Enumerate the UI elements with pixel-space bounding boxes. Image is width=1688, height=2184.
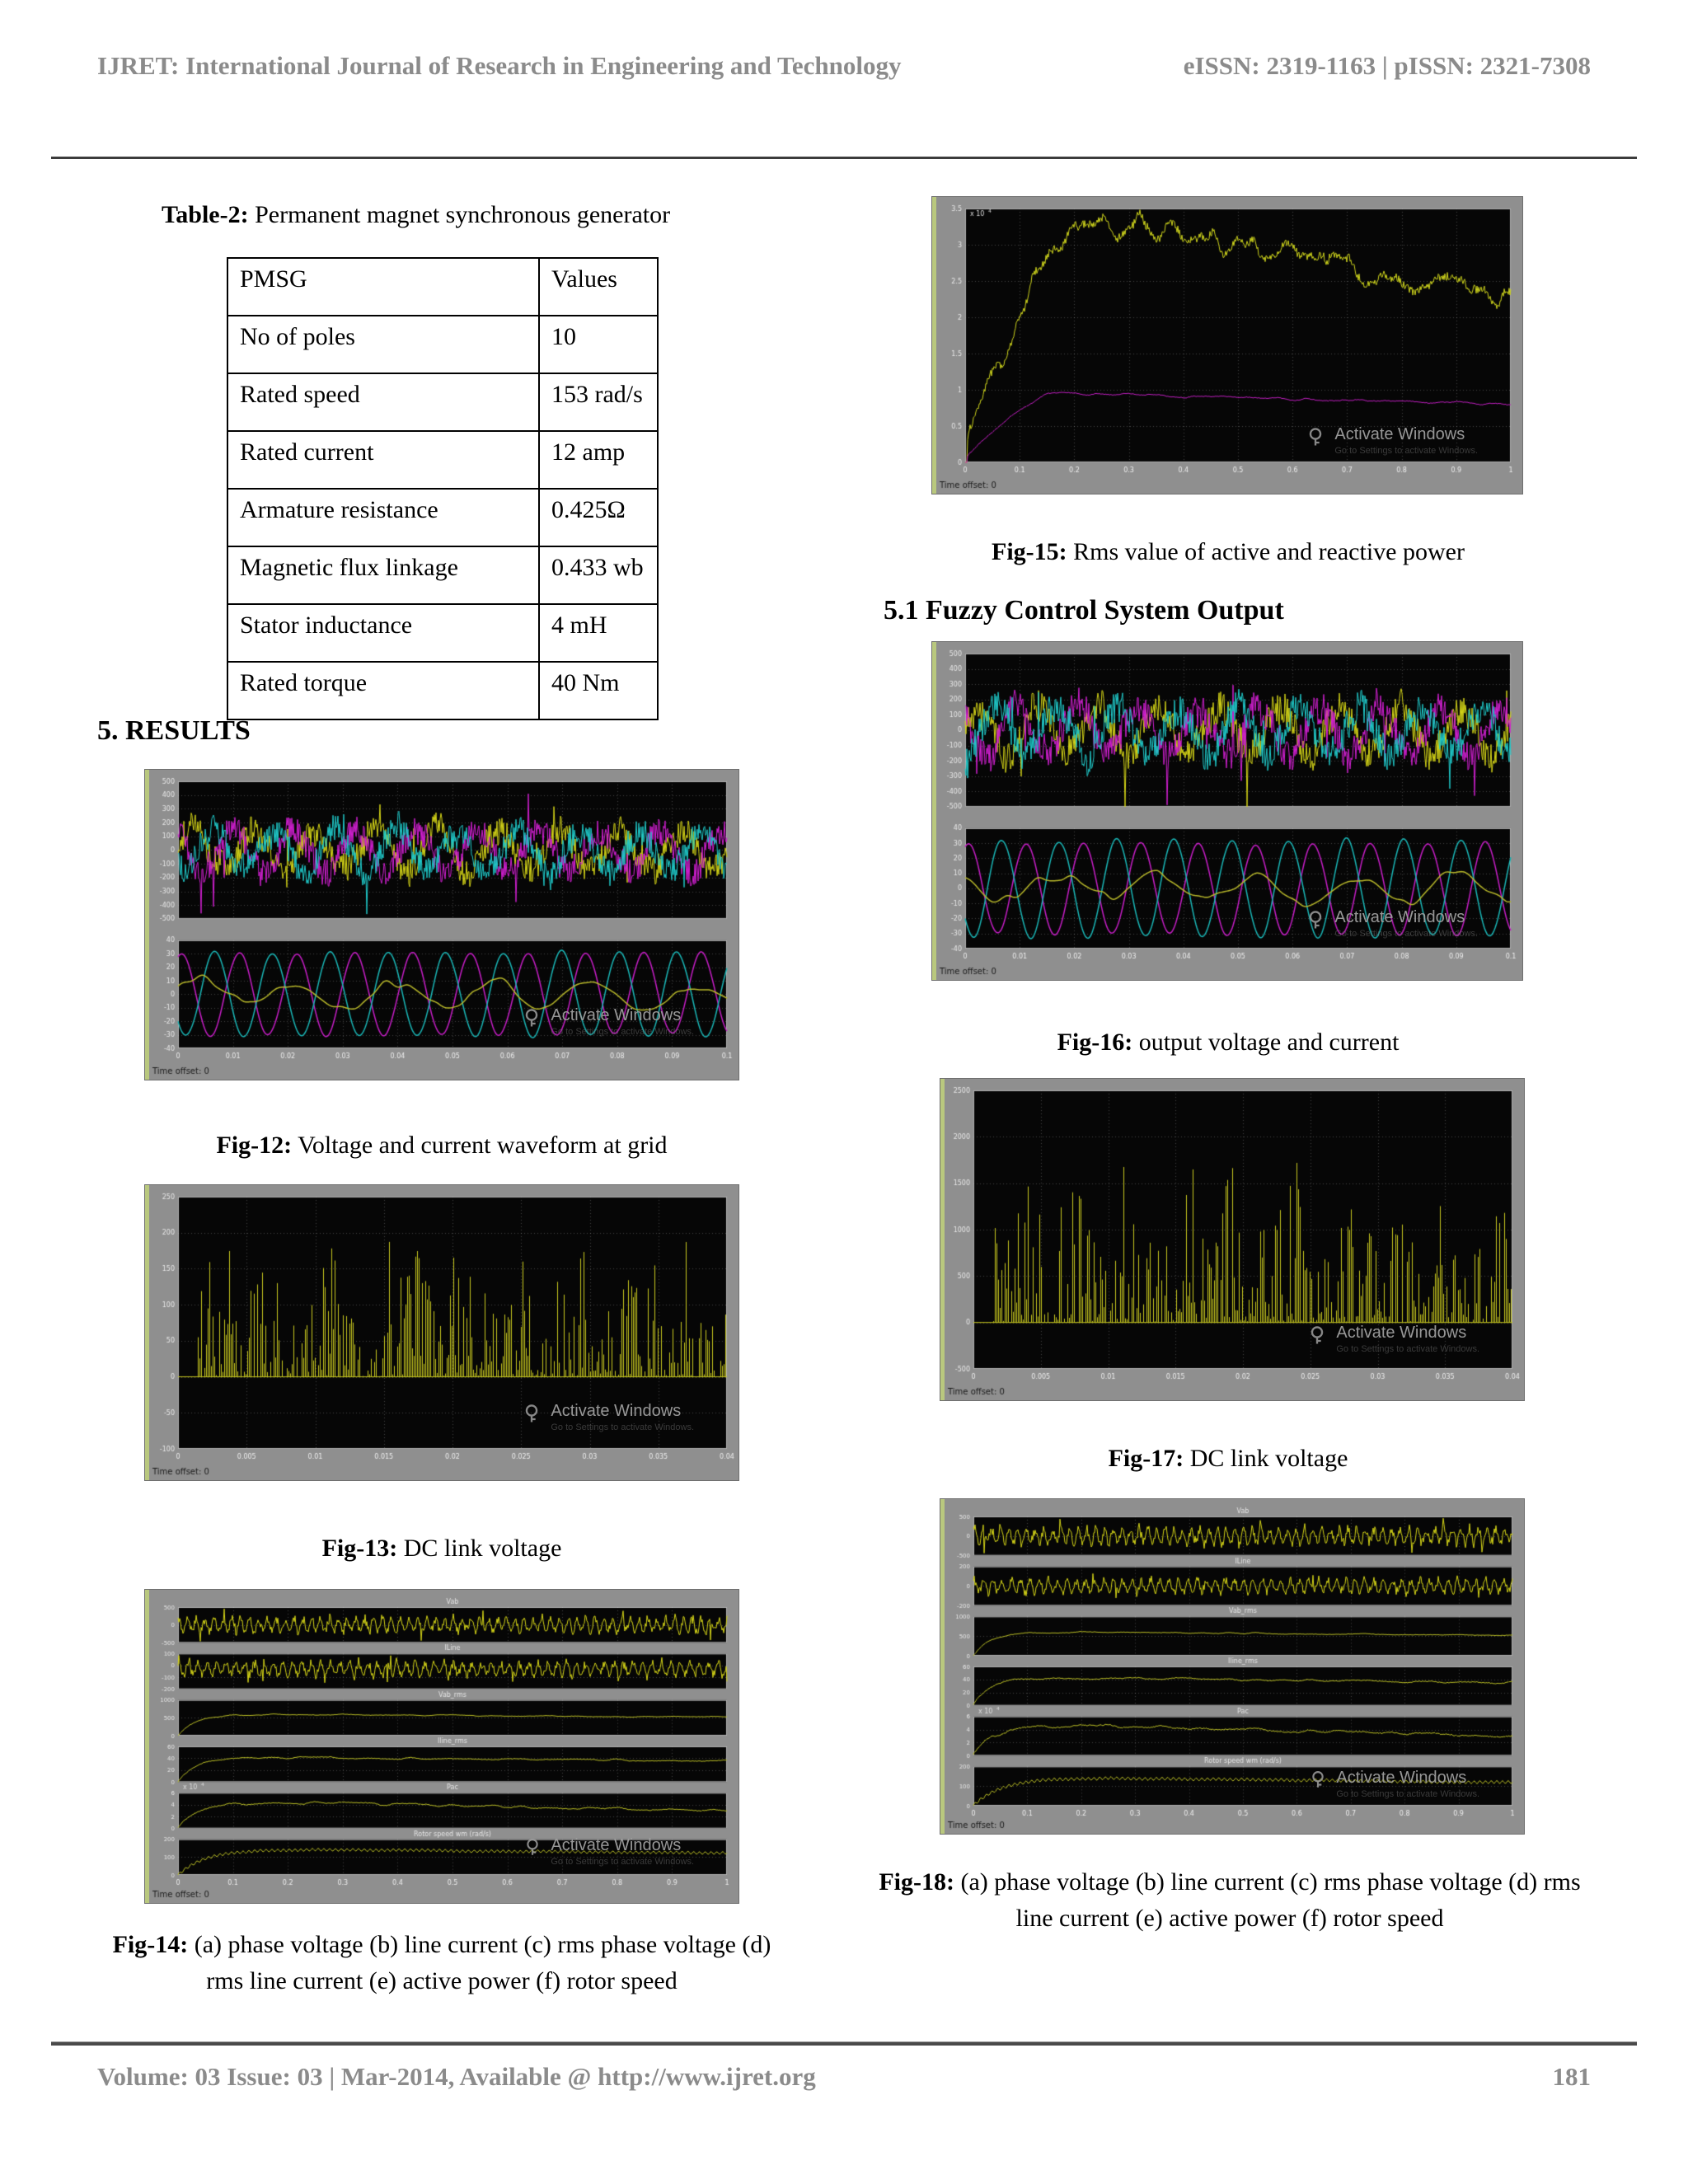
fig15-label: Fig-15: <box>992 538 1067 565</box>
fig14-caption-text: (a) phase voltage (b) line current (c) r… <box>188 1931 771 1994</box>
table-row: Rated torque 40 Nm <box>227 661 659 720</box>
scope-window-edge <box>145 1590 149 1903</box>
table-row: Rated speed 153 rad/s <box>227 373 659 432</box>
table-cell: 0.425Ω <box>538 488 659 547</box>
fig15-scope-image: Activate Windows Go to Settings to activ… <box>931 196 1523 494</box>
fig15-caption: Fig-15: Rms value of active and reactive… <box>882 534 1574 570</box>
fig13-caption: Fig-13: DC link voltage <box>97 1530 786 1567</box>
fig12-caption-text: Voltage and current waveform at grid <box>292 1132 668 1159</box>
scope-window-edge <box>145 1185 149 1480</box>
table-caption-label: Table-2: <box>162 201 249 228</box>
scope-window-edge <box>932 642 936 980</box>
scope-window-edge <box>145 770 149 1080</box>
table-cell: 4 mH <box>538 603 659 663</box>
table-cell: Rated speed <box>227 373 540 432</box>
scope-window-edge <box>932 197 936 494</box>
fig16-caption-text: output voltage and current <box>1132 1029 1400 1056</box>
fig18-caption-text: (a) phase voltage (b) line current (c) r… <box>954 1868 1581 1932</box>
fig17-caption: Fig-17: DC link voltage <box>882 1441 1574 1477</box>
fig15-caption-text: Rms value of active and reactive power <box>1067 538 1465 565</box>
page-header: IJRET: International Journal of Research… <box>97 51 1591 81</box>
table-cell: 12 amp <box>538 430 659 490</box>
journal-title: IJRET: International Journal of Research… <box>97 51 902 80</box>
table-row: PMSG Values <box>227 257 659 316</box>
fig17-scope-canvas <box>940 1079 1524 1400</box>
scope-window-edge <box>940 1499 945 1834</box>
section-heading-results: 5. RESULTS <box>97 715 251 746</box>
fig14-caption: Fig-14: (a) phase voltage (b) line curre… <box>107 1927 776 1999</box>
table-row: Armature resistance 0.425Ω <box>227 488 659 547</box>
header-rule <box>51 157 1637 159</box>
fig12-caption: Fig-12: Voltage and current waveform at … <box>97 1127 786 1164</box>
fig16-caption: Fig-16: output voltage and current <box>882 1024 1574 1061</box>
fig17-scope-image: Activate Windows Go to Settings to activ… <box>940 1078 1525 1401</box>
fig15-scope-canvas <box>932 197 1522 494</box>
fig12-label: Fig-12: <box>216 1132 293 1159</box>
fig13-scope-canvas <box>145 1185 738 1480</box>
footer-citation: Volume: 03 Issue: 03 | Mar-2014, Availab… <box>97 2062 816 2091</box>
fig13-caption-text: DC link voltage <box>397 1535 562 1562</box>
table-cell: 0.433 wb <box>538 546 659 605</box>
footer-rule <box>51 2041 1637 2046</box>
table-cell: 10 <box>538 315 659 374</box>
fig14-scope-image: Activate Windows Go to Settings to activ… <box>144 1589 739 1904</box>
fig16-scope-image: Activate Windows Go to Settings to activ… <box>931 641 1523 981</box>
table-row: Magnetic flux linkage 0.433 wb <box>227 546 659 605</box>
table-caption-text: Permanent magnet synchronous generator <box>248 201 671 228</box>
table-row: Stator inductance 4 mH <box>227 603 659 663</box>
table-cell: 40 Nm <box>538 661 659 720</box>
fig18-caption: Fig-18: (a) phase voltage (b) line curre… <box>877 1864 1582 1937</box>
table-cell: Magnetic flux linkage <box>227 546 540 605</box>
fig13-label: Fig-13: <box>321 1535 398 1562</box>
page-footer: Volume: 03 Issue: 03 | Mar-2014, Availab… <box>97 2062 1591 2092</box>
table-cell: Values <box>538 257 659 316</box>
page-number: 181 <box>1552 2062 1592 2091</box>
table-cell: No of poles <box>227 315 540 374</box>
fig12-scope-image: Activate Windows Go to Settings to activ… <box>144 769 739 1080</box>
scope-window-edge <box>940 1079 945 1400</box>
fig16-scope-canvas <box>932 642 1522 980</box>
issn-numbers: eISSN: 2319-1163 | pISSN: 2321-7308 <box>1183 51 1591 80</box>
fig17-label: Fig-17: <box>1108 1445 1184 1472</box>
fig17-caption-text: DC link voltage <box>1184 1445 1348 1472</box>
fig18-scope-image: Activate Windows Go to Settings to activ… <box>940 1498 1525 1835</box>
fig18-scope-canvas <box>940 1499 1524 1834</box>
table-cell: 153 rad/s <box>538 373 659 432</box>
table-caption: Table-2: Permanent magnet synchronous ge… <box>162 201 670 229</box>
fig14-label: Fig-14: <box>112 1931 189 1958</box>
table-cell: Armature resistance <box>227 488 540 547</box>
table-cell: PMSG <box>227 257 540 316</box>
pmsg-parameters-table: PMSG Values No of poles 10 Rated speed 153 ra… <box>227 257 659 720</box>
fig14-scope-canvas <box>145 1590 738 1903</box>
fig12-scope-canvas <box>145 770 738 1080</box>
table-cell: Rated torque <box>227 661 540 720</box>
section-heading-fuzzy: 5.1 Fuzzy Control System Output <box>884 595 1284 626</box>
table-cell: Rated current <box>227 430 540 490</box>
fig16-label: Fig-16: <box>1057 1029 1133 1056</box>
table-row: No of poles 10 <box>227 315 659 374</box>
table-row: Rated current 12 amp <box>227 430 659 490</box>
table-cell: Stator inductance <box>227 603 540 663</box>
fig13-scope-image: Activate Windows Go to Settings to activ… <box>144 1184 739 1481</box>
fig18-label: Fig-18: <box>879 1868 954 1896</box>
